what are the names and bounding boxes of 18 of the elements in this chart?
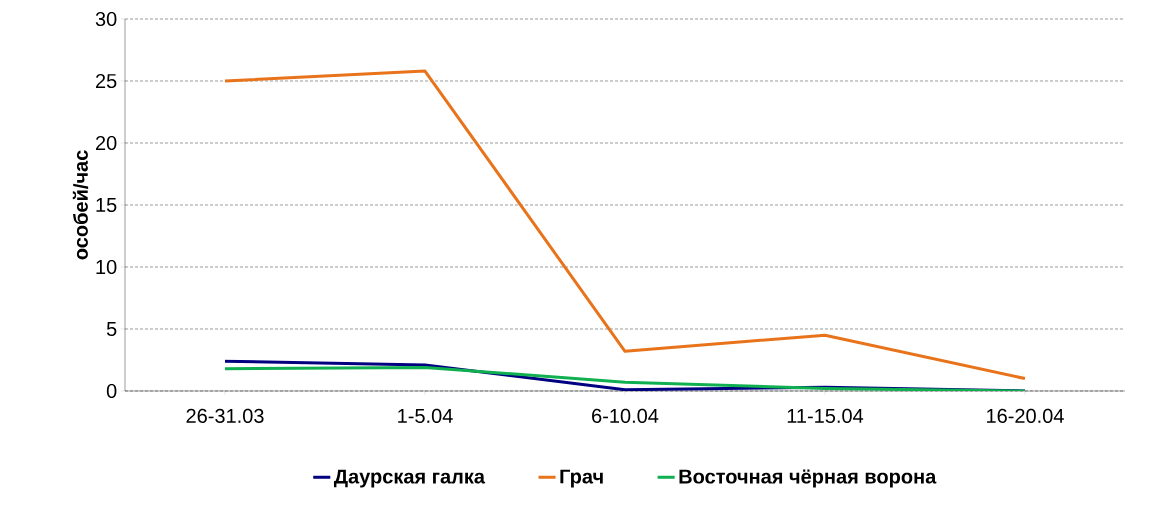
x-tick-label: 16-20.04 [987, 408, 1064, 423]
y-tick-label: 0 [106, 383, 117, 399]
y-tick-label: 25 [95, 73, 117, 89]
legend-label: Восточная чёрная ворона [679, 469, 937, 488]
x-tick-label: 26-31.03 [186, 408, 264, 423]
y-tick-label: 20 [95, 135, 117, 151]
y-tick-label: 10 [96, 259, 117, 275]
y-tick-label: 15 [96, 198, 117, 212]
y-axis-title: особей/час [72, 150, 89, 260]
x-tick-label: 11-15.04 [787, 408, 864, 423]
y-tick-label: 30 [95, 11, 117, 27]
x-tick-label: 1-5.04 [398, 408, 453, 423]
legend-label: Грач [560, 469, 603, 488]
y-tick-label: 5 [106, 322, 117, 336]
line-series [223, 365, 1027, 391]
x-tick-label: 6-10.04 [592, 408, 659, 423]
legend-label: Даурская галка [333, 469, 486, 488]
line-series [223, 69, 1027, 381]
